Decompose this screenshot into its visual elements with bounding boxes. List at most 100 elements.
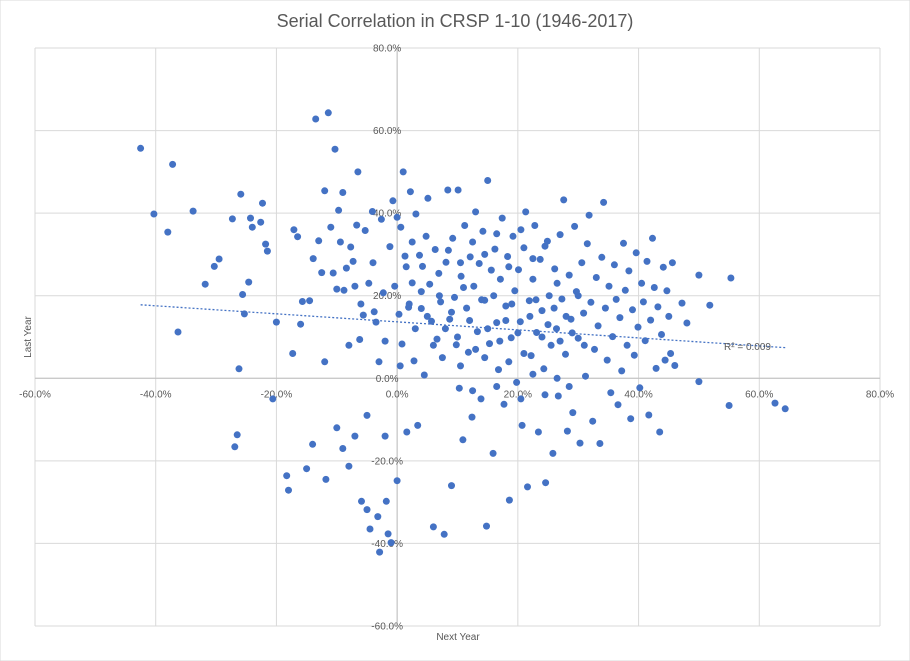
data-point [437, 298, 445, 306]
data-point [629, 306, 636, 314]
data-point [402, 263, 410, 271]
data-point [396, 362, 404, 370]
data-point [620, 239, 627, 247]
data-point [565, 383, 573, 390]
x-tick-label: 40.0% [624, 389, 652, 400]
data-point [630, 351, 638, 359]
data-point [525, 297, 533, 305]
data-point [137, 144, 145, 152]
data-point [331, 145, 339, 153]
data-point [496, 275, 504, 283]
data-point [625, 267, 633, 275]
data-point [349, 257, 357, 265]
data-point [781, 405, 789, 413]
data-point [562, 312, 570, 320]
r-squared-label: R² = 0.009 [724, 342, 771, 353]
data-point [382, 497, 390, 505]
data-point [509, 232, 517, 240]
data-point [210, 262, 218, 270]
data-point [500, 400, 508, 408]
chart-title: Serial Correlation in CRSP 1-10 (1946-20… [277, 11, 634, 31]
data-point [576, 439, 584, 447]
data-point [665, 312, 673, 320]
data-point [416, 251, 423, 259]
x-tick-label: 20.0% [504, 389, 532, 400]
data-point [461, 222, 469, 229]
data-point [569, 409, 577, 417]
data-point [417, 288, 425, 296]
y-tick-label: -20.0% [371, 456, 403, 467]
data-point [556, 337, 564, 345]
data-point [466, 253, 474, 261]
data-point [262, 240, 270, 248]
data-point [607, 389, 615, 397]
data-point [441, 325, 449, 333]
data-point [536, 255, 544, 263]
data-point [444, 186, 452, 194]
data-point [659, 263, 667, 271]
data-point [541, 242, 549, 250]
data-point [532, 296, 540, 304]
data-point [389, 197, 397, 205]
data-point [381, 432, 389, 440]
data-point [571, 222, 579, 230]
data-point [515, 266, 522, 274]
y-tick-label: -40.0% [371, 539, 403, 550]
data-point [598, 253, 606, 261]
data-point [457, 362, 464, 370]
data-point [473, 328, 481, 336]
data-point [634, 323, 642, 331]
data-point [442, 258, 450, 266]
data-point [518, 421, 526, 429]
data-point [502, 317, 510, 324]
data-point [695, 271, 703, 279]
data-point [363, 411, 371, 419]
data-point [505, 358, 513, 366]
data-point [356, 336, 364, 343]
data-point [498, 214, 506, 222]
data-point [553, 279, 561, 287]
data-point [321, 358, 329, 366]
data-point [531, 222, 539, 229]
data-point [368, 208, 376, 215]
data-point [309, 440, 317, 448]
data-point [247, 214, 254, 222]
data-point [591, 345, 598, 353]
data-point [486, 340, 493, 348]
data-point [496, 337, 504, 345]
data-point [513, 378, 521, 386]
data-point [477, 395, 485, 403]
data-point [594, 322, 602, 330]
data-point [517, 395, 525, 403]
data-point [527, 352, 535, 360]
data-point [479, 227, 487, 235]
data-point [533, 329, 541, 336]
data-point [329, 269, 337, 277]
data-point [683, 319, 691, 327]
data-point [469, 238, 477, 246]
data-point [596, 440, 604, 447]
data-point [580, 309, 588, 317]
data-point [405, 300, 413, 308]
data-point [263, 247, 271, 255]
data-point [366, 525, 374, 533]
data-point [290, 226, 298, 234]
data-point [294, 233, 302, 241]
data-point [429, 523, 437, 531]
data-point [449, 234, 457, 242]
data-point [600, 198, 608, 206]
data-point [610, 261, 618, 269]
data-point [472, 345, 480, 353]
data-point [538, 333, 546, 341]
data-point [621, 286, 629, 294]
data-point [408, 279, 416, 287]
data-point [237, 190, 245, 198]
data-point [386, 243, 394, 251]
data-point [228, 215, 236, 223]
data-point [259, 199, 266, 207]
data-point [377, 215, 385, 223]
data-point [327, 223, 335, 231]
data-point [574, 334, 582, 342]
data-point [560, 196, 568, 204]
